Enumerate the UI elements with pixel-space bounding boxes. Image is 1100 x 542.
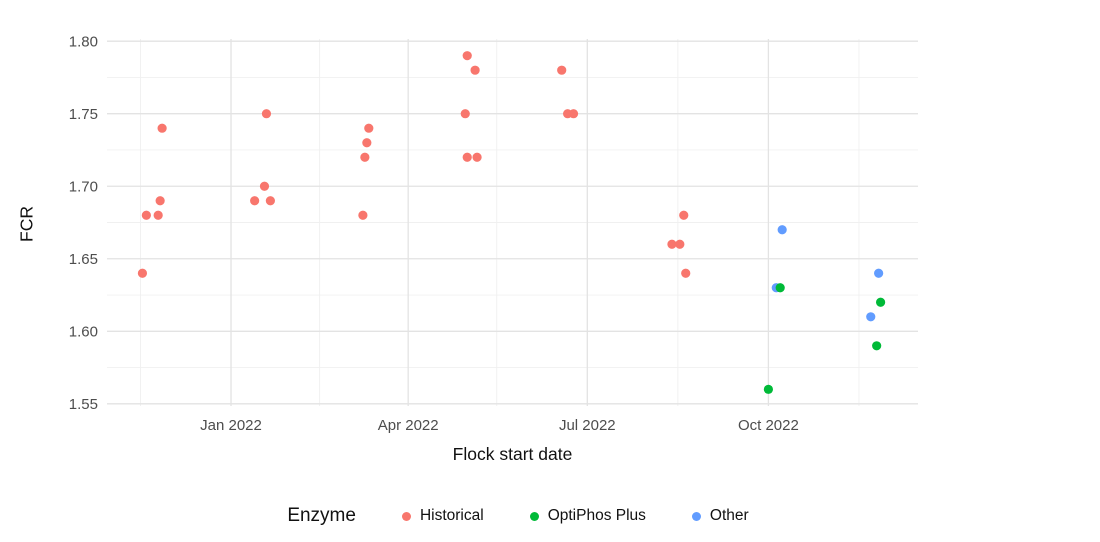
chart-canvas: 1.55 1.60 1.65 1.70 1.75 1.80 Jan 2022 Apr 2022…: [69, 33, 918, 434]
legend-label-optiphos-plus: OptiPhos Plus: [547, 507, 646, 524]
point-historical: [155, 196, 165, 206]
x-tick-label: Jan 2022: [200, 417, 262, 434]
x-tick-label: Apr 2022: [378, 417, 439, 434]
x-tick-label: Jul 2022: [559, 417, 616, 434]
point-historical: [675, 239, 685, 249]
point-historical: [250, 196, 260, 206]
y-tick-label: 1.70: [69, 178, 98, 195]
y-tick-label: 1.80: [69, 33, 98, 50]
point-historical: [364, 123, 374, 133]
y-axis-title: FCR: [16, 206, 37, 242]
legend-label-other: Other: [709, 507, 749, 524]
y-tick-label: 1.55: [69, 396, 98, 413]
y-tick-label: 1.60: [69, 323, 98, 340]
legend-item-historical: Historical: [401, 507, 484, 525]
point-historical: [681, 268, 691, 278]
point-historical: [360, 152, 370, 162]
x-tick-label: Oct 2022: [738, 417, 799, 434]
point-historical: [358, 210, 368, 220]
y-tick-label: 1.75: [69, 106, 98, 123]
point-optiphos-plus: [775, 283, 785, 293]
point-optiphos-plus: [875, 297, 886, 307]
point-historical: [462, 51, 472, 61]
legend-label-historical: Historical: [419, 507, 484, 524]
legend-title: Enzyme: [287, 505, 356, 526]
legend-item-other: Other: [691, 507, 749, 525]
point-historical: [568, 109, 579, 119]
point-historical: [557, 65, 567, 75]
point-other: [874, 268, 884, 278]
point-other: [866, 312, 876, 322]
optiphos-plus-key-dot-icon: [529, 511, 539, 521]
historical-key-dot-icon: [401, 511, 411, 521]
point-historical: [261, 109, 272, 119]
point-historical: [265, 196, 275, 206]
point-historical: [362, 138, 372, 148]
point-optiphos-plus: [872, 341, 882, 351]
point-optiphos-plus: [763, 384, 773, 394]
x-axis-title: Flock start date: [452, 444, 573, 464]
point-historical: [462, 152, 472, 162]
point-historical: [470, 65, 480, 75]
legend: Enzyme Historical OptiPhos Plus Other: [0, 500, 1036, 532]
point-historical: [667, 239, 677, 249]
point-historical: [259, 181, 270, 191]
point-historical: [472, 152, 482, 162]
point-historical: [157, 123, 167, 133]
point-historical: [141, 210, 151, 220]
legend-item-optiphos-plus: OptiPhos Plus: [529, 507, 646, 525]
y-tick-label: 1.65: [69, 251, 98, 268]
point-historical: [137, 268, 148, 278]
point-historical: [460, 109, 470, 119]
other-key-dot-icon: [691, 511, 701, 521]
point-historical: [679, 210, 689, 220]
point-historical: [153, 210, 163, 220]
point-other: [777, 225, 787, 235]
